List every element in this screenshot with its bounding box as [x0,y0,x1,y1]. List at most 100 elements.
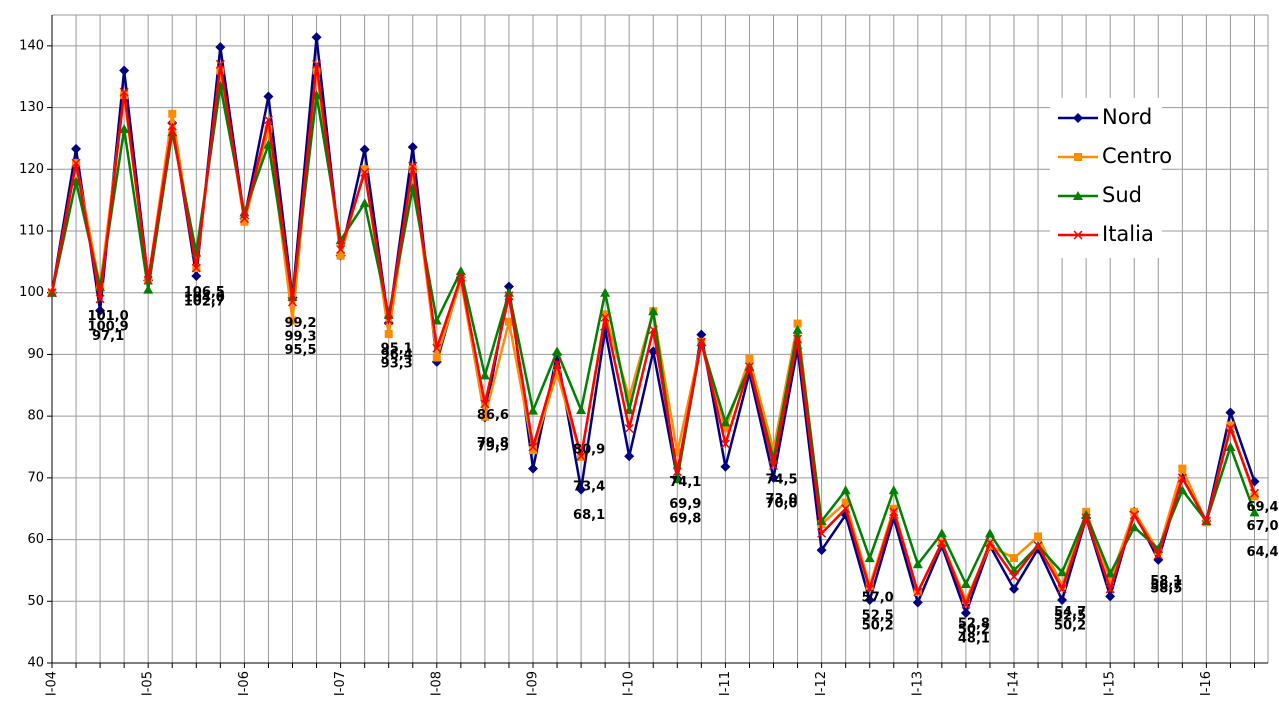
marker [239,214,249,224]
marker [768,472,779,483]
marker [720,461,731,472]
marker [504,317,513,326]
value-label: 79,8 [477,436,509,451]
y-tick-label: 70 [27,470,44,485]
marker [913,587,923,597]
marker [455,266,466,276]
marker [1057,584,1067,594]
value-label: 52,5 [862,608,894,623]
marker [1201,516,1211,526]
marker [1033,541,1043,551]
y-tick-label: 140 [19,38,44,53]
value-label: 57,0 [862,591,894,606]
x-tick-label: I-15 [1103,671,1118,696]
marker [528,405,538,415]
marker [744,362,754,372]
marker [1249,488,1260,498]
marker [960,608,971,619]
marker [360,165,369,174]
marker [553,368,562,377]
y-tick-label: 80 [27,409,44,424]
marker [1073,230,1083,240]
value-label: 96,4 [381,347,413,362]
marker [311,32,322,43]
marker [912,597,923,608]
marker [960,579,971,589]
marker [95,294,105,304]
marker [1105,591,1116,602]
marker [1105,568,1116,578]
value-label: 104,0 [184,291,225,306]
x-tick-label: I-07 [333,671,348,696]
marker [407,142,418,153]
value-label: 69,8 [669,512,701,527]
marker [528,463,538,474]
marker [889,507,899,517]
marker [456,272,466,282]
value-label: 68,1 [573,508,605,523]
marker [673,448,682,457]
marker [841,498,850,507]
marker [1009,583,1019,594]
marker [1249,507,1260,517]
marker [359,144,370,155]
value-label: 80,9 [573,442,605,457]
marker [745,354,754,363]
y-tick-label: 90 [27,347,44,362]
marker [841,504,851,514]
marker [215,59,225,69]
marker [984,528,995,538]
marker [95,305,106,316]
value-label: 58,5 [1150,581,1182,596]
legend-label: Italia [1102,222,1154,246]
marker [529,446,537,455]
marker [1153,550,1163,560]
marker [1073,113,1083,123]
value-label: 86,6 [477,408,509,423]
marker [864,595,875,606]
value-label: 73,0 [765,492,797,507]
marker [1129,522,1140,532]
marker [625,393,634,402]
value-label: 56,7 [1150,578,1182,593]
y-tick-label: 50 [27,594,44,609]
marker [1074,153,1082,161]
marker [1177,473,1187,483]
marker [336,251,345,260]
marker [1225,407,1236,418]
y-tick-label: 100 [19,285,44,300]
value-label: 52,5 [1054,608,1086,623]
x-tick-label: I-08 [429,671,444,696]
marker [937,538,947,548]
x-tick-label: I-10 [622,671,637,696]
marker [1106,575,1115,584]
marker [936,528,947,538]
value-label: 50,2 [862,619,894,634]
value-label: 54,7 [1054,605,1086,620]
marker [769,446,778,455]
marker [1250,492,1259,501]
marker [552,359,562,369]
marker [528,442,538,452]
marker [263,91,274,102]
marker [143,275,153,285]
marker [287,297,298,307]
x-tick-label: I-06 [237,671,252,696]
marker [1034,532,1043,541]
value-label: 74,5 [765,473,797,488]
x-tick-label: I-12 [814,671,829,696]
x-tick-label: I-09 [526,671,541,696]
x-tick-label: I-13 [910,671,925,696]
marker [119,87,129,97]
marker [503,287,514,297]
x-tick-label: I-14 [1007,671,1022,696]
value-label: 95,1 [381,341,413,356]
marker [1129,510,1139,520]
marker [384,330,393,339]
marker [792,324,803,334]
marker [240,217,249,226]
y-tick-label: 110 [19,224,44,239]
marker [601,310,610,319]
marker [288,316,297,325]
